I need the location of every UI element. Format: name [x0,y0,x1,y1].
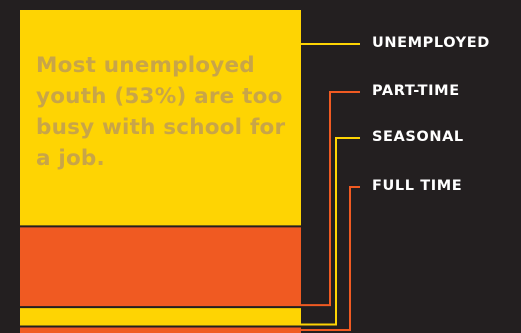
legend-label-seasonal: SEASONAL [372,129,464,145]
headline: Most unemployed youth (53%) are too busy… [36,53,286,171]
bar-segment-full-time [20,326,301,333]
leader-line-full-time [301,186,360,331]
legend-label-unemployed: UNEMPLOYED [372,35,490,51]
bar-segment-seasonal [20,307,301,327]
bar-segment-part-time [20,226,301,308]
legend-label-full-time: FULL TIME [372,178,463,194]
legend-label-part-time: PART-TIME [372,83,460,99]
leader-line-seasonal [301,137,360,326]
leader-line-part-time [301,91,360,307]
bar-segment-unemployed [20,10,301,227]
